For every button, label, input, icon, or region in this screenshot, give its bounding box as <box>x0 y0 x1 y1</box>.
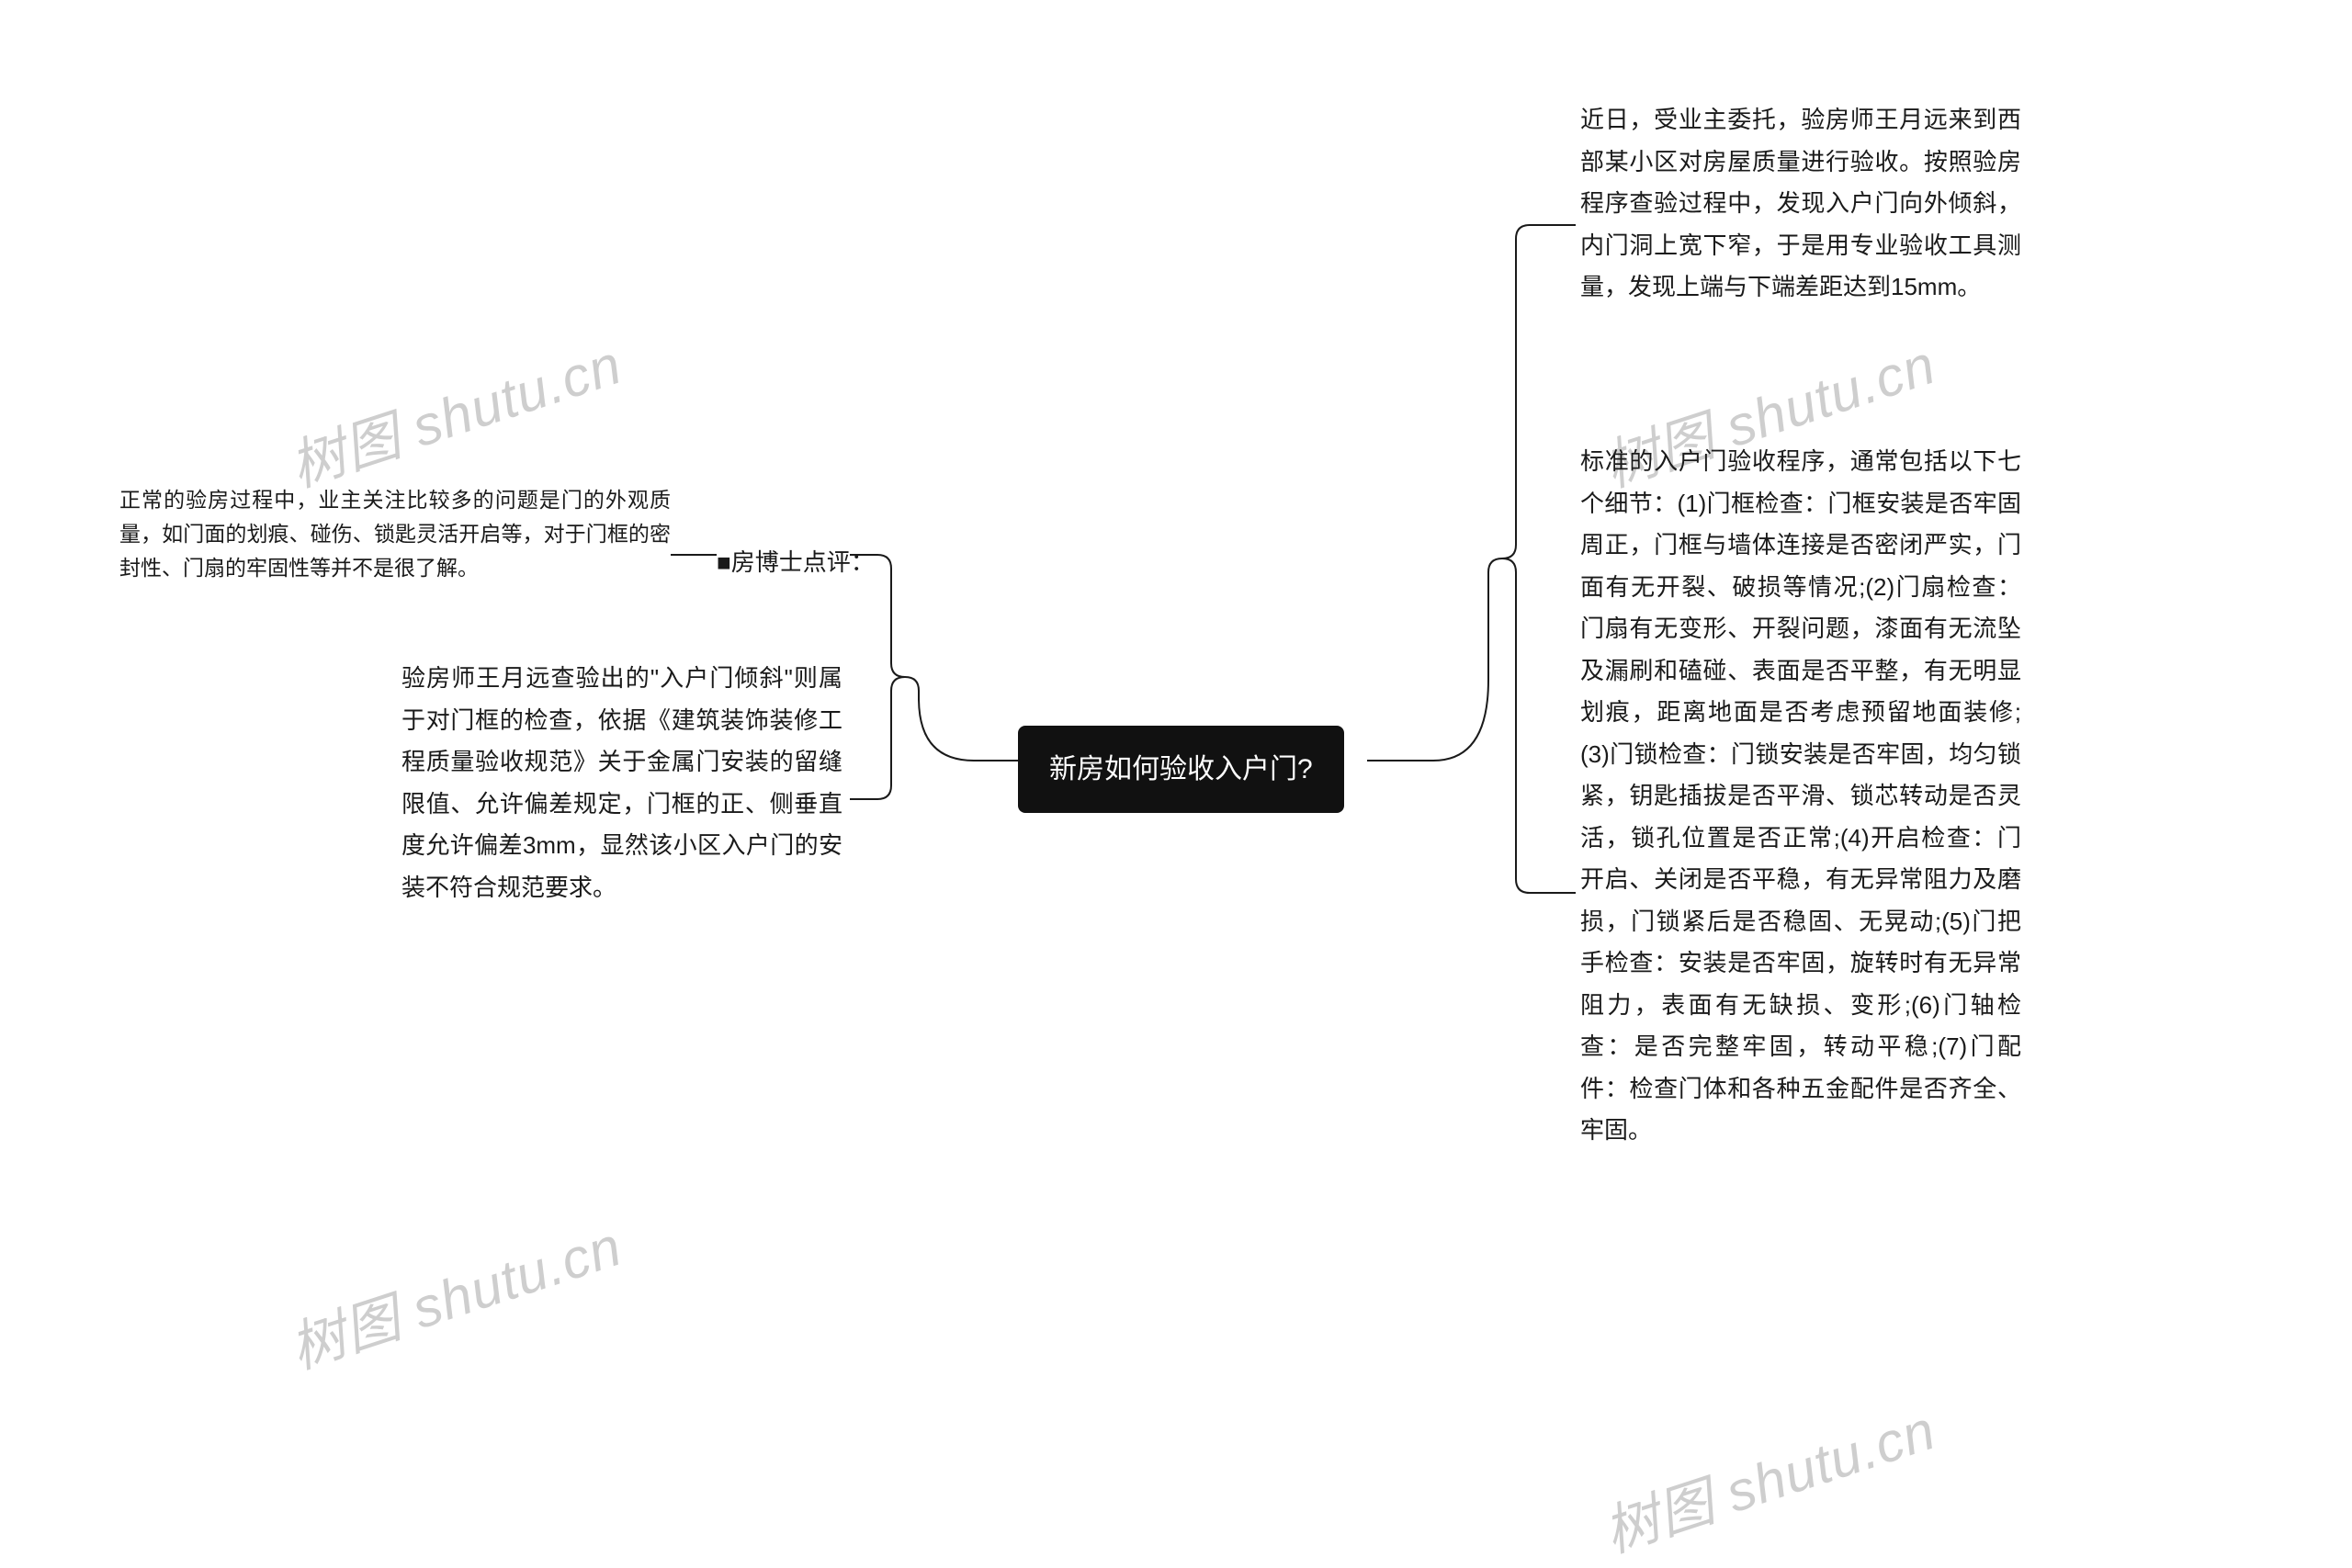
left-branch-label: ■房博士点评： <box>717 542 875 582</box>
watermark: 树图 shutu.cn <box>278 1202 630 1384</box>
right-leaf-0: 近日，受业主委托，验房师王月远来到西部某小区对房屋质量进行验收。按照验房程序查验… <box>1580 99 2021 309</box>
left-leaf-0: 正常的验房过程中，业主关注比较多的问题是门的外观质量，如门面的划痕、碰伤、锁匙灵… <box>119 483 671 584</box>
watermark: 树图 shutu.cn <box>1592 1386 1944 1568</box>
left-leaf-1: 验房师王月远查验出的"入户门倾斜"则属于对门框的检查，依据《建筑装饰装修工程质量… <box>401 658 842 908</box>
mindmap-canvas: 树图 shutu.cn 树图 shutu.cn 树图 shutu.cn 树图 s… <box>0 0 2352 1568</box>
center-node: 新房如何验收入户门? <box>1018 726 1344 813</box>
watermark: 树图 shutu.cn <box>278 321 630 502</box>
right-leaf-1: 标准的入户门验收程序，通常包括以下七个细节：(1)门框检查：门框安装是否牢固周正… <box>1580 441 2021 1152</box>
